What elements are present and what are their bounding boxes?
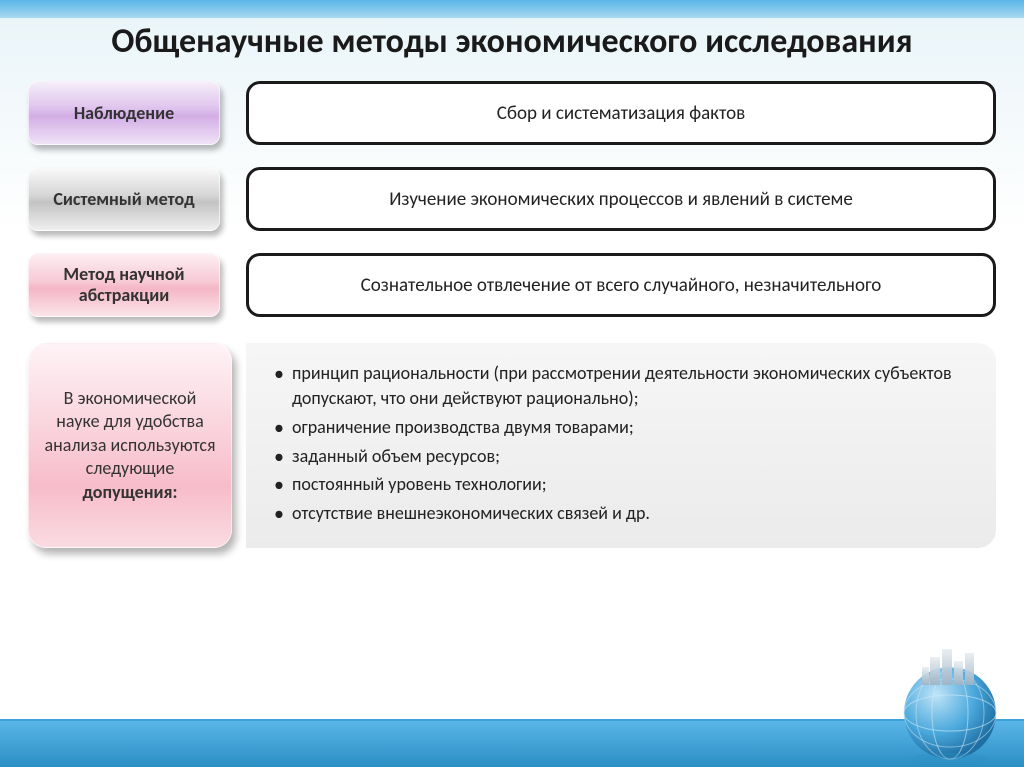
- method-row: Системный метод Изучение экономических п…: [28, 167, 996, 231]
- assumptions-label: В экономической науке для удобства анали…: [28, 343, 232, 548]
- assumptions-section: В экономической науке для удобства анали…: [0, 343, 1024, 548]
- assumption-item: заданный объем ресурсов;: [274, 444, 974, 469]
- assumptions-label-text: В экономической науке для удобства анали…: [44, 387, 215, 479]
- assumption-item: ограничение производства двумя товарами;: [274, 415, 974, 440]
- method-row: Наблюдение Сбор и систематизация фактов: [28, 81, 996, 145]
- method-desc-observation: Сбор и систематизация фактов: [246, 81, 996, 145]
- method-desc-abstraction: Сознательное отвлечение от всего случайн…: [246, 253, 996, 317]
- assumption-item: принцип рациональности (при рассмотрении…: [274, 361, 974, 411]
- method-desc-systemic: Изучение экономических процессов и явлен…: [246, 167, 996, 231]
- method-label-systemic: Системный метод: [28, 167, 220, 231]
- assumption-item: отсутствие внешнеэкономических связей и …: [274, 501, 974, 526]
- header-band: [0, 0, 1024, 18]
- method-row: Метод научной абстракции Сознательное от…: [28, 253, 996, 317]
- globe-icon: [880, 643, 1010, 763]
- assumptions-label-bold: допущения:: [43, 481, 217, 504]
- method-label-observation: Наблюдение: [28, 81, 220, 145]
- footer-band: [0, 721, 1024, 767]
- method-label-abstraction: Метод научной абстракции: [28, 253, 220, 317]
- assumption-item: постоянный уровень технологии;: [274, 472, 974, 497]
- assumptions-list: принцип рациональности (при рассмотрении…: [246, 343, 996, 548]
- methods-container: Наблюдение Сбор и систематизация фактов …: [0, 81, 1024, 317]
